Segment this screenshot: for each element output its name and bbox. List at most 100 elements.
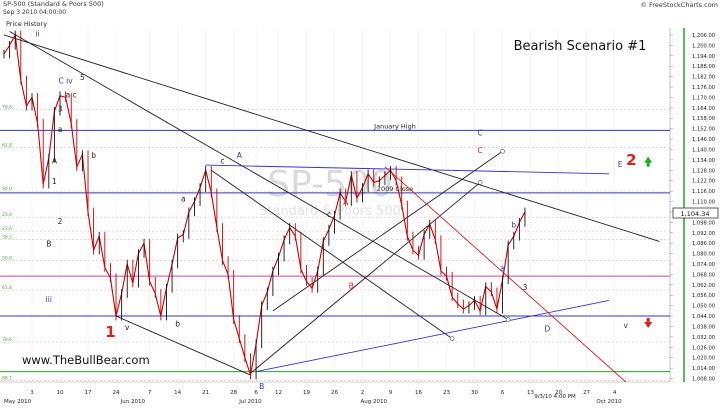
y-tick-label: 1,146.00 xyxy=(692,137,715,143)
x-tick-label: 20 xyxy=(555,390,562,396)
horizontal-lines: January High 2009 Close xyxy=(0,122,670,373)
arrow-down-icon xyxy=(644,318,653,328)
last-bar-date: 9/3/10 4:00 PM xyxy=(534,394,576,400)
wave-label: C iv xyxy=(59,77,74,86)
y-axis: 1,206.00 1,200.00 1,194.00 1,188.00 1,182.00… xyxy=(670,28,715,383)
y-tick-label: 1,092.00 xyxy=(692,231,715,237)
wave-label: B xyxy=(46,240,51,249)
wave-label: b xyxy=(175,319,180,328)
x-month-label: Jul 2010 xyxy=(238,399,262,405)
y-tick-label: 1,152.00 xyxy=(692,127,715,133)
y-tick-label: 1,194.00 xyxy=(692,54,715,60)
y-tick-label: 1,200.00 xyxy=(692,43,715,49)
y-tick-label: 1,020.00 xyxy=(692,356,715,362)
wave-label: E xyxy=(618,160,623,169)
x-tick-label: 14 xyxy=(174,390,181,396)
y-tick-label: 1,110.00 xyxy=(692,200,715,206)
y-tick-label: 1,164.00 xyxy=(692,106,715,112)
watermark-big: SP-500 xyxy=(267,164,392,205)
trendline xyxy=(211,169,453,339)
fib-level-label: 61.8 xyxy=(2,285,12,291)
x-month-label: May 2010 xyxy=(4,399,32,405)
y-tick-label: 1,062.00 xyxy=(692,283,715,289)
scenario-title: Bearish Scenario #1 xyxy=(514,39,647,54)
wave-label: b xyxy=(91,151,96,160)
y-tick-label: 1,170.00 xyxy=(692,95,715,101)
last-price-badge: 1,104.34 xyxy=(672,207,719,219)
fib-level-label: 61.8 xyxy=(2,143,12,149)
y-tick-label: 1,098.00 xyxy=(692,220,715,226)
trendline xyxy=(9,31,509,320)
fib-level-label: 50.0 xyxy=(2,186,12,192)
x-tick-label: 12 xyxy=(275,390,282,396)
wave-label: 3 xyxy=(523,283,528,292)
wave-label: ii xyxy=(36,30,40,39)
arrows xyxy=(644,156,653,328)
wave-label: a xyxy=(58,125,63,134)
wave-label: 2 xyxy=(58,217,63,226)
y-tick-label: 1,044.00 xyxy=(692,314,715,320)
wave-label: v xyxy=(125,323,130,332)
x-tick-label: 7 xyxy=(148,390,152,396)
y-tick-label: 1,086.00 xyxy=(692,241,715,247)
x-tick-label: 21 xyxy=(202,390,209,396)
y-tick-label: 1,158.00 xyxy=(692,116,715,122)
wave-label: D xyxy=(544,325,550,334)
y-tick-label: 1,014.00 xyxy=(692,366,715,372)
x-tick-label: 17 xyxy=(85,390,92,396)
x-tick-label: 19 xyxy=(303,390,310,396)
trendline xyxy=(205,164,609,175)
y-tick-label: 1,008.00 xyxy=(692,377,715,383)
x-tick-label: 2 xyxy=(361,390,365,396)
fib-levels: 78.6 61.8 50.0 23.6 23.6 38.2 50.0 61.8 78.6 88.1 xyxy=(0,105,670,381)
x-tick-label: 4 xyxy=(613,390,617,396)
y-tick-label: 1,134.00 xyxy=(692,158,715,164)
y-tick-label: 1,080.00 xyxy=(692,252,715,258)
trendline-end-marker xyxy=(500,148,505,154)
wave-label-large: 1 xyxy=(105,323,115,341)
fib-level-label: 23.6 xyxy=(2,212,12,218)
price-series xyxy=(3,30,526,380)
wave-label: B xyxy=(259,382,264,391)
x-tick-label: 6 xyxy=(254,390,258,396)
x-tick-label: 24 xyxy=(113,390,120,396)
y-tick-label: 1,056.00 xyxy=(692,293,715,299)
wave-label: a c xyxy=(66,90,77,99)
price-history-label[interactable]: Price History xyxy=(6,20,47,28)
y-tick-label: 1,176.00 xyxy=(692,85,715,91)
watermark-small: Standard & Poors 500 xyxy=(259,204,401,219)
trendline xyxy=(255,300,610,373)
wave-label: 3 xyxy=(58,104,63,113)
x-month-label: Aug 2010 xyxy=(360,399,387,405)
wave-label: C xyxy=(478,146,483,155)
wave-label: C xyxy=(478,129,483,138)
wave-label: a xyxy=(181,195,186,204)
x-tick-label: 13 xyxy=(527,390,534,396)
last-price-box xyxy=(672,207,719,219)
fib-level-label: 38.2 xyxy=(2,235,12,241)
wave-label: iii xyxy=(46,295,52,304)
website-label[interactable]: www.TheBullBear.com xyxy=(22,353,150,367)
arrow-up-icon xyxy=(644,156,653,167)
x-tick-label: 28 xyxy=(230,390,237,396)
x-tick-label: 9 xyxy=(389,390,393,396)
wave-label: A xyxy=(52,156,58,165)
x-tick-label: 10 xyxy=(57,390,64,396)
wave-label: A xyxy=(343,198,349,207)
last-price-text: 1,104.34 xyxy=(681,210,710,218)
wave-label: b xyxy=(511,221,516,230)
trendline xyxy=(272,150,503,312)
wave-label: c xyxy=(327,210,331,219)
x-month-label: Jun 2010 xyxy=(120,399,146,405)
y-tick-label: 1,140.00 xyxy=(692,147,715,153)
y-tick-label: 1,122.00 xyxy=(692,179,715,185)
trendline xyxy=(3,34,660,242)
y-tick-label: 1,038.00 xyxy=(692,324,715,330)
x-tick-label: 16 xyxy=(415,390,422,396)
wave-label: 1 xyxy=(52,177,57,186)
trendline-end-marker xyxy=(477,180,483,185)
x-tick-label: 27 xyxy=(583,390,590,396)
